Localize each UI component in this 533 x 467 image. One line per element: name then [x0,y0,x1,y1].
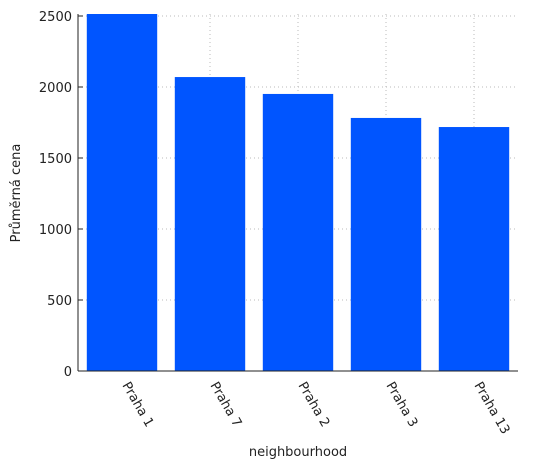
bar [174,77,246,372]
bar [350,117,422,371]
bar [86,14,158,371]
y-tick-label: 1000 [39,223,72,238]
bar [262,93,334,372]
y-tick-label: 2000 [39,81,72,96]
x-tick-label: Praha 7 [207,380,245,430]
y-tick-label: 1500 [39,152,72,167]
x-tick-label: Praha 1 [119,380,157,430]
x-tick-label: Praha 3 [383,380,421,430]
x-axis-label: neighbourhood [249,445,347,460]
bar [438,127,510,371]
y-axis-label: Průměrná cena [9,144,24,243]
y-tick-label: 0 [64,365,72,380]
x-tick-label: Praha 13 [471,380,513,438]
y-tick-label: 2500 [39,10,72,25]
y-tick-label: 500 [47,294,72,309]
x-tick-label: Praha 2 [295,380,333,430]
